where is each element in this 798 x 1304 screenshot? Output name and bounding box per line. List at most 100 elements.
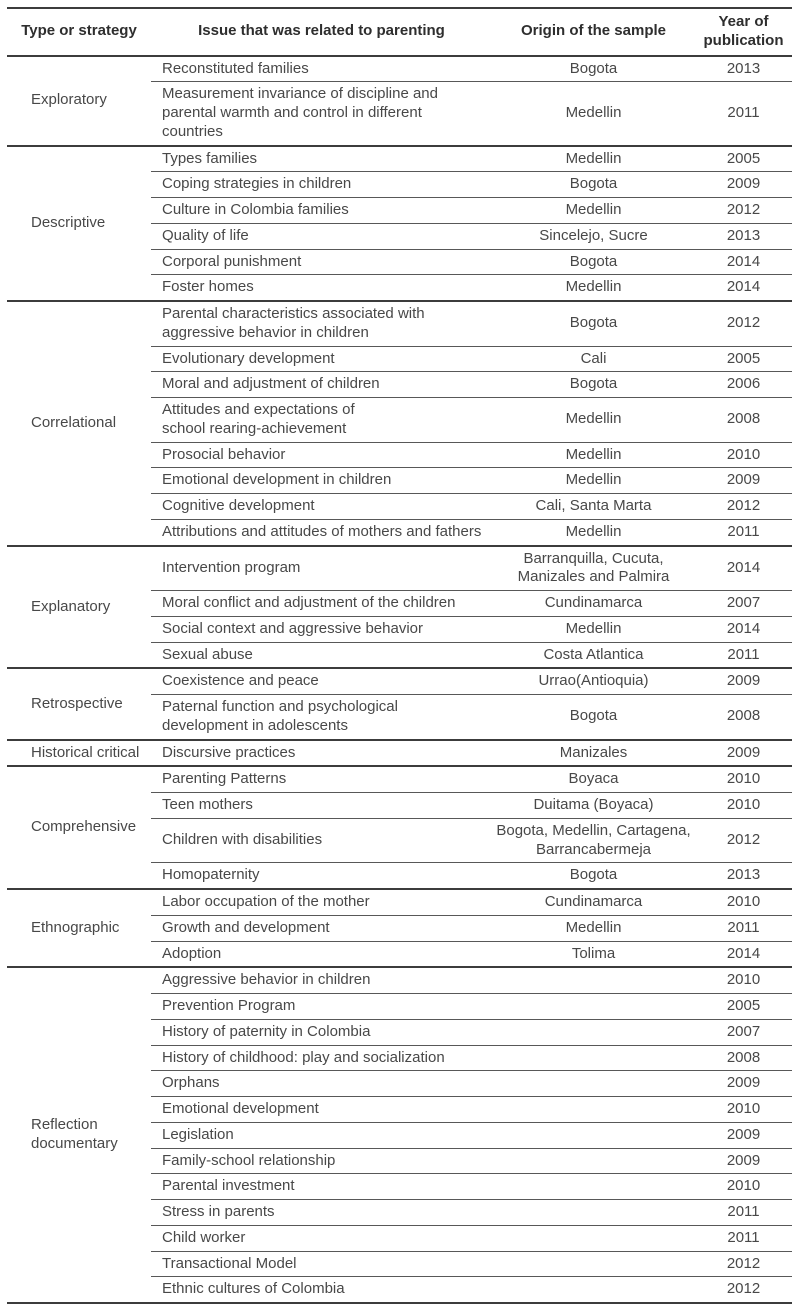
table-row: Stress in parents 2011	[7, 1199, 792, 1226]
origin-cell	[492, 1147, 695, 1174]
table-row: Culture in Colombia families Medellin 2012	[7, 197, 792, 224]
year-cell: 2010	[695, 887, 792, 916]
year-cell: 2008	[695, 397, 792, 442]
year-cell: 2014	[695, 940, 792, 968]
year-cell: 2005	[695, 993, 792, 1020]
issue-cell: Growth and development	[151, 914, 492, 941]
origin-cell: Medellin	[492, 397, 695, 442]
year-cell: 2012	[695, 300, 792, 346]
type-cell: Historical critical	[7, 738, 151, 767]
issue-cell: Intervention program	[151, 544, 492, 591]
table-row: Paternal function and psychological deve…	[7, 694, 792, 740]
issue-cell: Child worker	[151, 1224, 492, 1251]
page: Type or strategy Issue that was related …	[7, 7, 792, 1304]
table-row: Exploratory Reconstituted families Bogota 2…	[7, 54, 792, 146]
origin-cell: Cundinamarca	[492, 887, 695, 916]
table-row: Measurement invariance of discipline and…	[7, 81, 792, 146]
type-cell: Explanatory	[7, 544, 151, 669]
year-cell: 2011	[695, 1199, 792, 1226]
origin-cell: Bogota	[492, 371, 695, 398]
issue-cell: Ethnic cultures of Colombia	[151, 1276, 492, 1303]
year-cell: 2008	[695, 1044, 792, 1071]
origin-cell: Medellin	[492, 274, 695, 301]
origin-cell	[492, 1070, 695, 1097]
type-cell: Exploratory	[7, 54, 151, 146]
year-cell: 2014	[695, 544, 792, 591]
origin-cell	[492, 1018, 695, 1045]
table-row: Transactional Model 2012	[7, 1250, 792, 1277]
origin-cell	[492, 1250, 695, 1277]
origin-cell: Cali, Santa Marta	[492, 493, 695, 520]
issue-cell: Coping strategies in children	[151, 171, 492, 198]
year-cell: 2014	[695, 274, 792, 301]
table-row: Attitudes and expectations of school rea…	[7, 397, 792, 442]
origin-cell: Bogota	[492, 694, 695, 740]
table-row: Ethnographic Labor occupation of the moth…	[7, 887, 792, 968]
origin-cell: Bogota, Medellin, Cartagena, Barrancaber…	[492, 817, 695, 863]
table-row: Comprehensive Parenting Patterns Boyaca 201…	[7, 765, 792, 889]
year-cell: 2010	[695, 1096, 792, 1123]
origin-cell: Bogota	[492, 862, 695, 889]
origin-cell: Bogota	[492, 171, 695, 198]
origin-cell	[492, 966, 695, 994]
issue-cell: Labor occupation of the mother	[151, 887, 492, 916]
origin-cell	[492, 993, 695, 1020]
origin-cell: Bogota	[492, 54, 695, 82]
issue-cell: Children with disabilities	[151, 817, 492, 863]
origin-cell	[492, 1096, 695, 1123]
origin-cell: Tolima	[492, 940, 695, 968]
issue-cell: History of paternity in Colombia	[151, 1018, 492, 1045]
issue-cell: Moral and adjustment of children	[151, 371, 492, 398]
type-cell: Reflection documentary	[7, 966, 151, 1303]
col-header-origin: Origin of the sample	[492, 7, 695, 57]
table-row: Prevention Program 2005	[7, 993, 792, 1020]
year-cell: 2007	[695, 1018, 792, 1045]
table-row: Legislation 2009	[7, 1121, 792, 1148]
table-row: Children with disabilities Bogota, Medell…	[7, 817, 792, 863]
issue-cell: Teen mothers	[151, 792, 492, 819]
year-cell: 2010	[695, 1173, 792, 1200]
year-cell: 2011	[695, 81, 792, 146]
table-row: Quality of life Sincelejo, Sucre 2013	[7, 222, 792, 249]
issue-cell: Transactional Model	[151, 1250, 492, 1277]
origin-cell: Sincelejo, Sucre	[492, 222, 695, 249]
year-cell: 2014	[695, 248, 792, 275]
year-cell: 2005	[695, 144, 792, 172]
origin-cell	[492, 1044, 695, 1071]
table-row: Prosocial behavior Medellin 2010	[7, 441, 792, 468]
issue-cell: Foster homes	[151, 274, 492, 301]
issue-cell: Attributions and attitudes of mothers an…	[151, 518, 492, 546]
year-cell: 2009	[695, 1121, 792, 1148]
issue-cell: Prevention Program	[151, 993, 492, 1020]
origin-cell	[492, 1173, 695, 1200]
table-row: Historical critical Discursive practices M…	[7, 738, 792, 767]
table-row: Homopaternity Bogota 2013	[7, 862, 792, 889]
origin-cell	[492, 1224, 695, 1251]
issue-cell: Measurement invariance of discipline and…	[151, 81, 492, 146]
table-row: Explanatory Intervention program Barranqui…	[7, 544, 792, 669]
table-row: Attributions and attitudes of mothers an…	[7, 518, 792, 546]
origin-cell	[492, 1199, 695, 1226]
year-cell: 2012	[695, 1276, 792, 1303]
year-cell: 2005	[695, 345, 792, 372]
year-cell: 2013	[695, 222, 792, 249]
origin-cell: Costa Atlantica	[492, 641, 695, 669]
origin-cell: Bogota	[492, 300, 695, 346]
year-cell: 2009	[695, 738, 792, 767]
type-cell: Correlational	[7, 300, 151, 546]
issue-cell: Reconstituted families	[151, 54, 492, 82]
issue-cell: Legislation	[151, 1121, 492, 1148]
issue-cell: Orphans	[151, 1070, 492, 1097]
origin-cell: Urrao(Antioquia)	[492, 667, 695, 695]
table-row: Adoption Tolima 2014	[7, 940, 792, 968]
year-cell: 2008	[695, 694, 792, 740]
table-row: Foster homes Medellin 2014	[7, 274, 792, 301]
origin-cell: Medellin	[492, 914, 695, 941]
issue-cell: Stress in parents	[151, 1199, 492, 1226]
year-cell: 2010	[695, 765, 792, 793]
table-row: Retrospective Coexistence and peace Urrao(…	[7, 667, 792, 740]
origin-cell	[492, 1121, 695, 1148]
issue-cell: Evolutionary development	[151, 345, 492, 372]
year-cell: 2013	[695, 862, 792, 889]
issue-cell: Paternal function and psychological deve…	[151, 694, 492, 740]
